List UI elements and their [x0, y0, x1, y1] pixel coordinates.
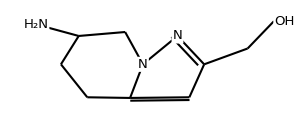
Text: OH: OH [274, 15, 294, 28]
Text: N: N [172, 29, 182, 42]
Text: H₂N: H₂N [24, 18, 49, 31]
Text: N: N [138, 58, 148, 71]
